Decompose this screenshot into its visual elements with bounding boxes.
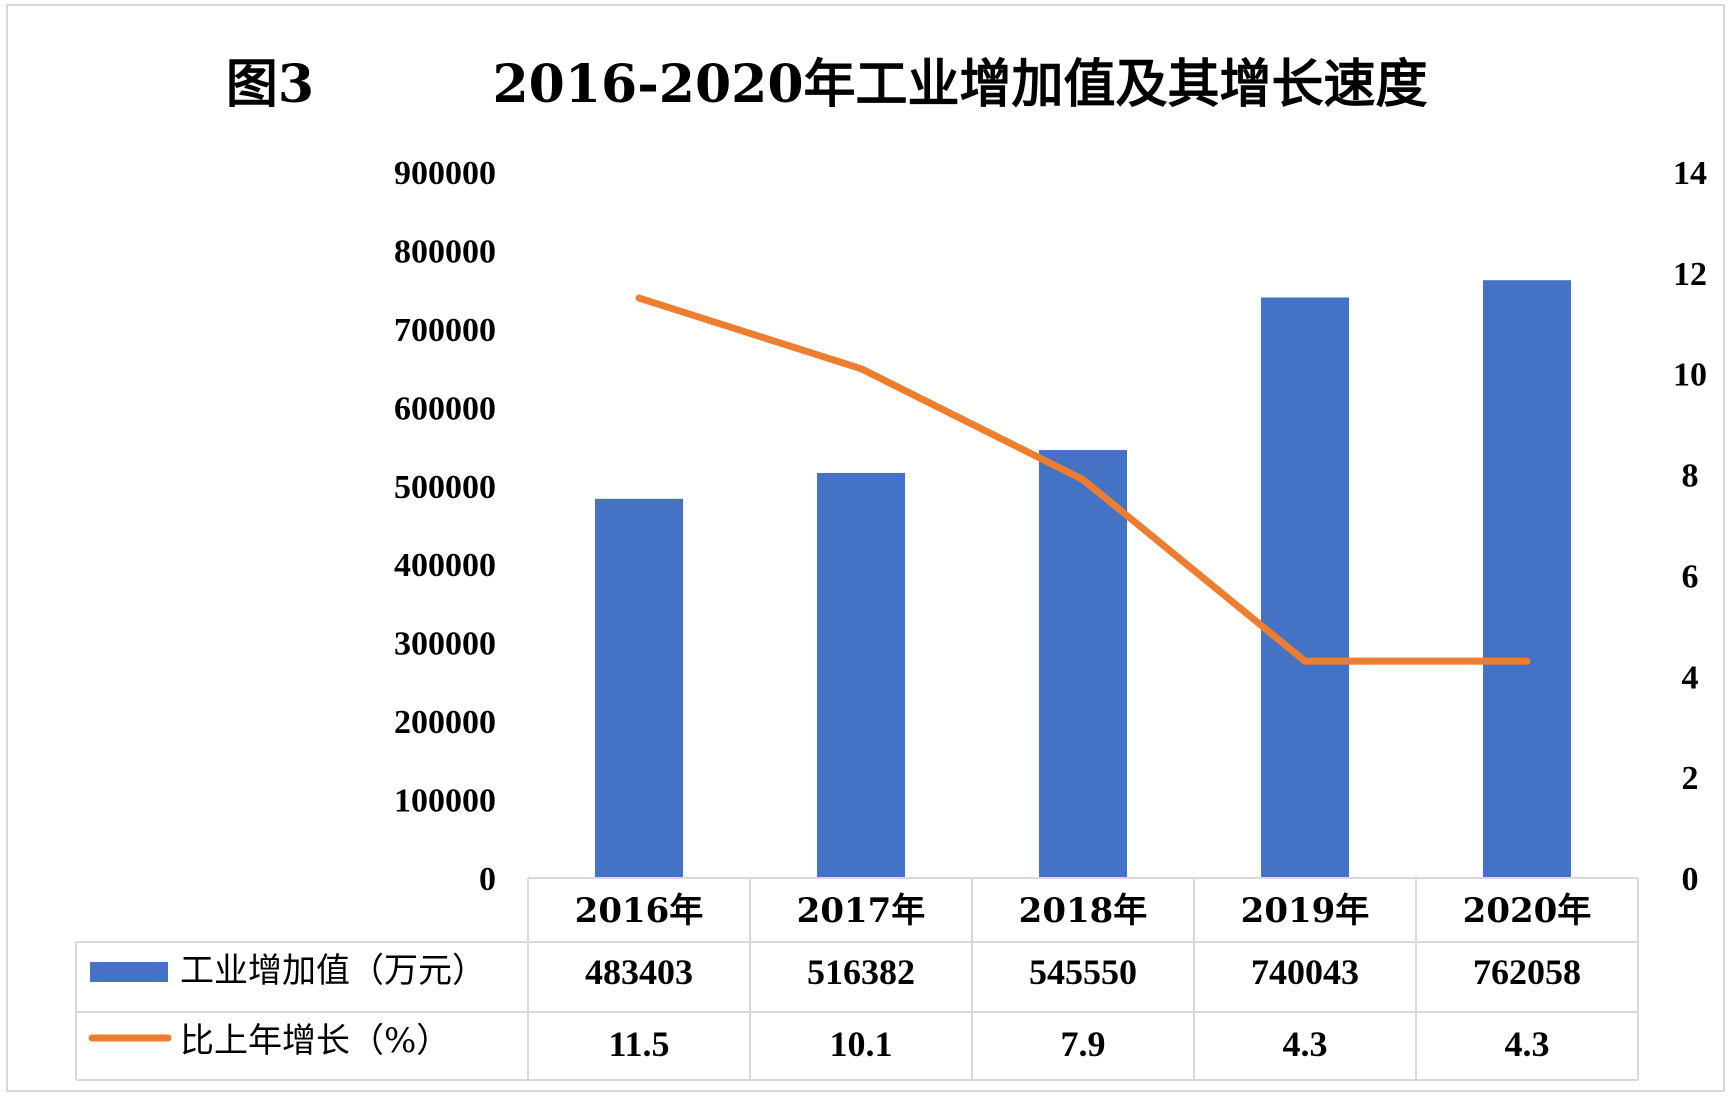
- line-series: [635, 294, 1531, 665]
- category-label: 2018年: [1019, 891, 1148, 931]
- left-axis-tick-label: 400000: [394, 547, 496, 584]
- left-axis-tick-label: 100000: [394, 783, 496, 820]
- table-cell-value: 545550: [1029, 952, 1137, 992]
- legend-label: 工业增加值（万元）: [180, 951, 486, 991]
- right-axis-tick-label: 14: [1673, 155, 1707, 192]
- category-label: 2017年: [797, 891, 926, 931]
- legend-label: 比上年增长（%）: [180, 1021, 450, 1061]
- right-axis-tick-label: 2: [1682, 760, 1699, 797]
- bar-2019年: [1261, 297, 1349, 878]
- left-axis-ticks: 0 100000 200000 300000 400000 500000 600000 700…: [394, 155, 496, 898]
- chart-title: 2016-2020年工业增加值及其增长速度: [492, 54, 1427, 115]
- bar-2016年: [595, 498, 683, 878]
- left-axis-tick-label: 500000: [394, 469, 496, 506]
- right-axis-tick-label: 12: [1673, 256, 1707, 293]
- left-axis-tick-label: 900000: [394, 155, 496, 192]
- bar-2018年: [1039, 450, 1127, 878]
- table-cell-value: 516382: [807, 952, 915, 992]
- category-label: 2016年: [575, 891, 704, 931]
- left-axis-tick-label: 300000: [394, 626, 496, 663]
- data-table: 2016年 2017年 2018年 2019年 2020年工业增加值（万元） 483403…: [75, 877, 1639, 1081]
- bar-2017年: [817, 472, 905, 878]
- category-label: 2020年: [1463, 891, 1592, 931]
- bar-series: [595, 280, 1571, 878]
- growth-point: [1082, 479, 1084, 481]
- table-cell-value: 11.5: [608, 1024, 669, 1064]
- right-axis-tick-label: 4: [1682, 659, 1699, 696]
- table-cell-value: 4.3: [1505, 1024, 1550, 1064]
- table-cell-value: 740043: [1251, 952, 1359, 992]
- right-axis-tick-label: 0: [1682, 861, 1699, 898]
- table-cell-value: 10.1: [830, 1024, 893, 1064]
- table-cell-value: 762058: [1473, 952, 1581, 992]
- table-cell-value: 483403: [585, 952, 693, 992]
- left-axis-tick-label: 800000: [394, 233, 496, 270]
- right-axis-ticks: 0 2 4 6 8 10 12 14: [1673, 155, 1707, 898]
- bar-2020年: [1483, 280, 1571, 878]
- growth-point: [1304, 660, 1306, 662]
- growth-point: [1526, 660, 1528, 662]
- table-cell-value: 7.9: [1061, 1024, 1106, 1064]
- left-axis-tick-label: 600000: [394, 390, 496, 427]
- left-axis-tick-label: 200000: [394, 704, 496, 741]
- left-axis-tick-label: 700000: [394, 312, 496, 349]
- right-axis-tick-label: 10: [1673, 357, 1707, 394]
- legend-bar-swatch: [90, 962, 168, 982]
- left-axis-tick-label: 0: [479, 861, 496, 898]
- category-label: 2019年: [1241, 891, 1370, 931]
- growth-point: [860, 368, 862, 370]
- right-axis-tick-label: 6: [1682, 558, 1699, 595]
- figure-label: 图3: [226, 54, 314, 115]
- table-cell-value: 4.3: [1283, 1024, 1328, 1064]
- growth-point: [638, 297, 640, 299]
- right-axis-tick-label: 8: [1682, 458, 1699, 495]
